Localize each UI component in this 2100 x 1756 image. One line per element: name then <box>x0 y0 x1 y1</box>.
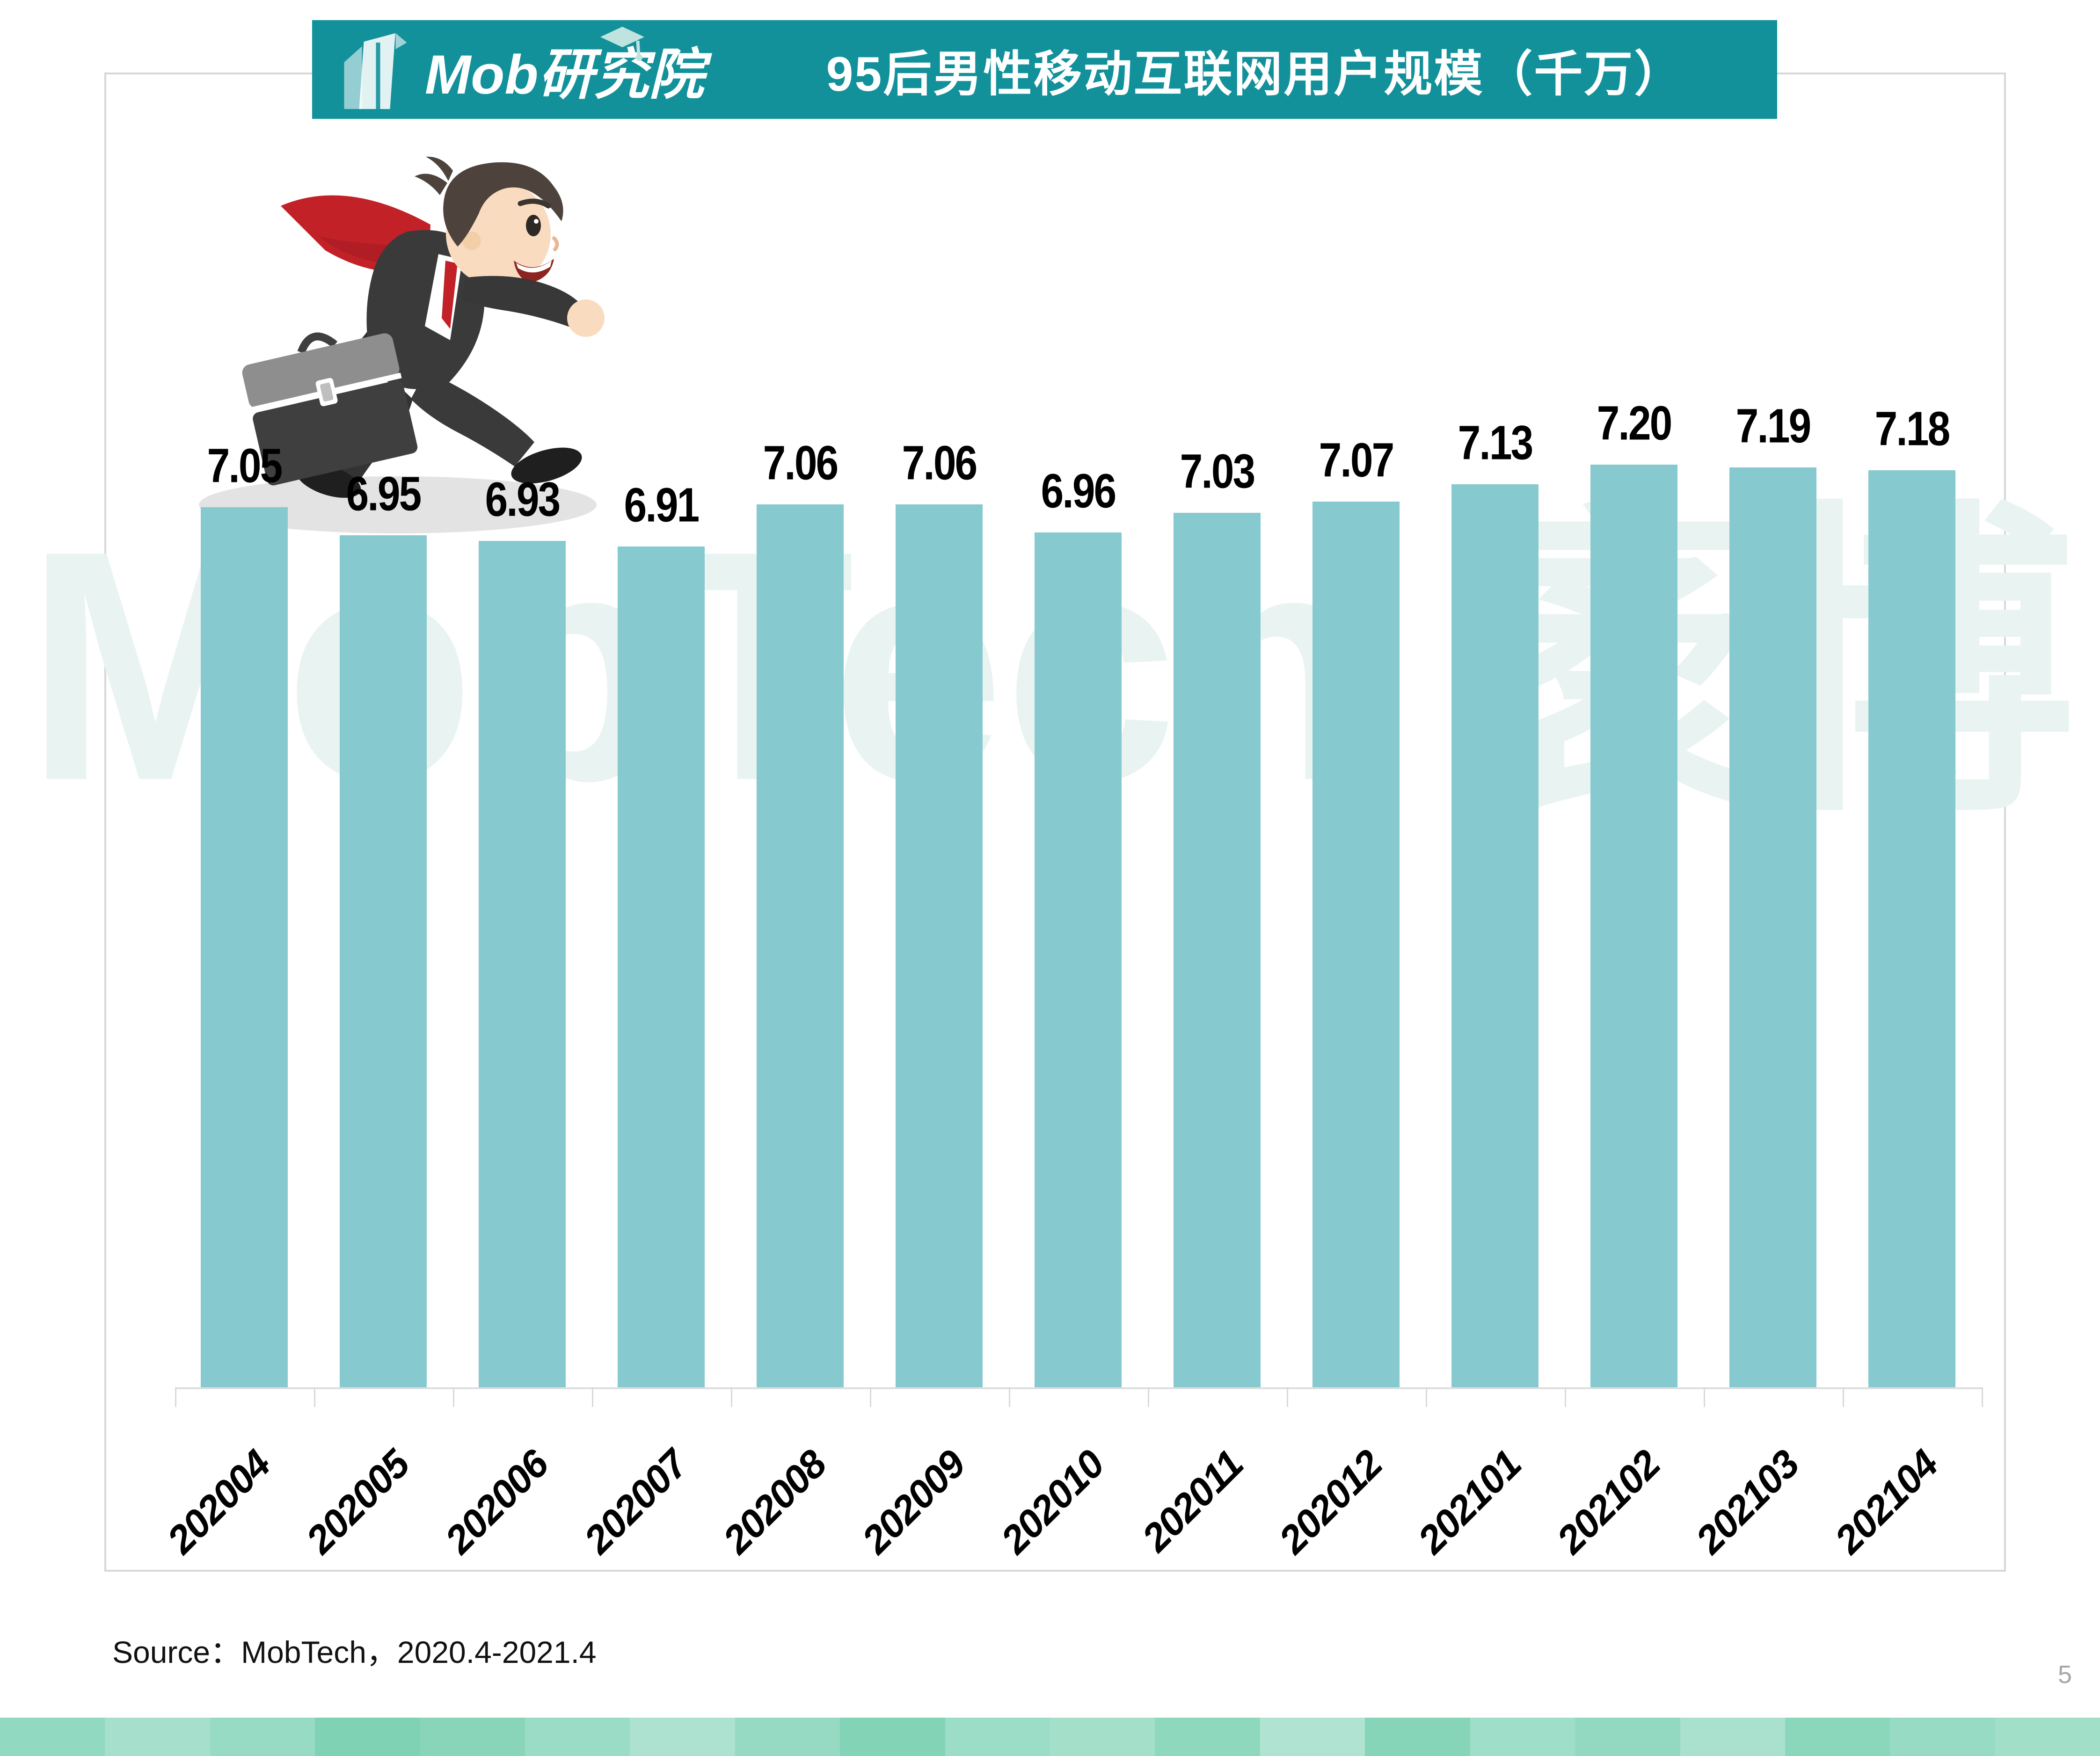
bar-value-label: 7.07 <box>1319 433 1395 488</box>
axis-tick <box>1565 1387 1566 1407</box>
building-icon <box>344 33 407 109</box>
strip-band <box>1995 1718 2100 1756</box>
bar <box>340 535 427 1387</box>
strip-band <box>1890 1718 1995 1756</box>
strip-band <box>1680 1718 1785 1756</box>
strip-band <box>315 1718 420 1756</box>
strip-band <box>1365 1718 1470 1756</box>
bottom-decor-strip <box>0 1718 2100 1756</box>
axis-tick <box>1148 1387 1149 1407</box>
bar <box>479 541 566 1387</box>
bar <box>1590 465 1677 1387</box>
strip-band <box>945 1718 1050 1756</box>
strip-band <box>1785 1718 1890 1756</box>
source-note: Source：MobTech，2020.4-2021.4 <box>112 1635 597 1669</box>
bar-value-label: 7.20 <box>1597 396 1673 451</box>
bar <box>1174 513 1261 1387</box>
header-banner: Mob研究院 95后男性移动互联网用户规模（千万） <box>312 20 1777 119</box>
bar <box>896 504 983 1387</box>
axis-tick <box>1843 1387 1844 1407</box>
strip-band <box>1575 1718 1680 1756</box>
strip-band <box>630 1718 735 1756</box>
bar-value-label: 6.93 <box>485 473 561 527</box>
axis-tick <box>453 1387 454 1407</box>
strip-band <box>1260 1718 1365 1756</box>
strip-band <box>735 1718 840 1756</box>
axis-tick <box>731 1387 732 1407</box>
strip-band <box>525 1718 630 1756</box>
axis-tick <box>1426 1387 1427 1407</box>
bar-value-label: 7.06 <box>763 436 839 490</box>
bar-value-label: 7.18 <box>1874 402 1951 456</box>
bar-value-label: 6.96 <box>1041 464 1117 518</box>
bar-value-label: 7.13 <box>1458 416 1534 470</box>
strip-band <box>420 1718 525 1756</box>
axis-tick <box>314 1387 315 1407</box>
axis-tick <box>1704 1387 1705 1407</box>
bar-value-label: 7.03 <box>1180 444 1256 499</box>
bar <box>1312 502 1400 1387</box>
bar <box>1868 470 1955 1387</box>
axis-tick <box>1982 1387 1983 1407</box>
page-title: 95后男性移动互联网用户规模（千万） <box>826 47 1684 102</box>
strip-band <box>210 1718 315 1756</box>
strip-band <box>1050 1718 1155 1756</box>
axis-tick <box>1009 1387 1010 1407</box>
bar <box>757 504 844 1387</box>
bar-value-label: 7.06 <box>902 436 978 490</box>
bar <box>201 507 288 1387</box>
bar-value-label: 6.95 <box>346 467 422 521</box>
axis-tick <box>1287 1387 1288 1407</box>
bar <box>618 546 705 1387</box>
bar <box>1451 484 1539 1387</box>
bar <box>1035 532 1122 1387</box>
bar <box>1729 467 1816 1387</box>
axis-tick <box>592 1387 593 1407</box>
bar-value-label: 7.05 <box>207 439 283 493</box>
axis-tick <box>175 1387 176 1407</box>
bar-value-label: 6.91 <box>624 478 700 532</box>
mob-logo: Mob研究院 <box>335 27 704 110</box>
graduation-cap-icon <box>600 27 644 61</box>
x-axis-line <box>175 1387 1982 1389</box>
bar-value-label: 7.19 <box>1735 399 1812 453</box>
strip-band <box>1155 1718 1260 1756</box>
logo-text: Mob研究院 <box>425 44 704 106</box>
page-number: 5 <box>2058 1661 2072 1689</box>
strip-band <box>0 1718 105 1756</box>
strip-band <box>840 1718 945 1756</box>
strip-band <box>105 1718 210 1756</box>
axis-tick <box>870 1387 871 1407</box>
running-businessman-illustration <box>242 156 605 498</box>
strip-band <box>1470 1718 1575 1756</box>
